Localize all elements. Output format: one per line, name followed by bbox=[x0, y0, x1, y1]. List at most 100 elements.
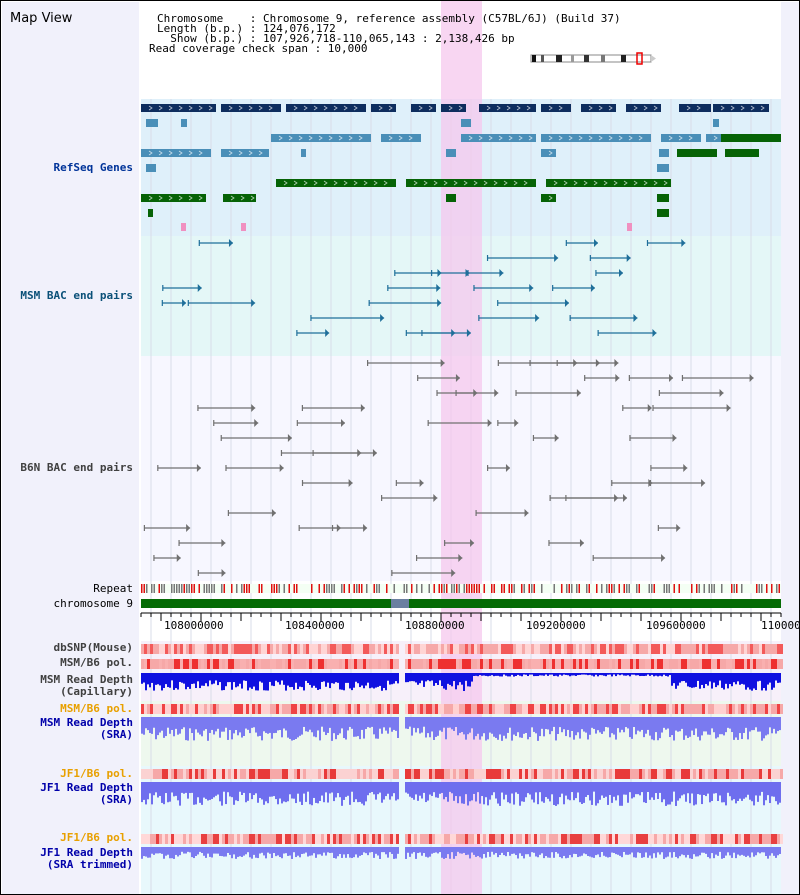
bac-end-marker bbox=[499, 269, 504, 277]
pol-cell bbox=[321, 659, 324, 669]
depth-bar bbox=[175, 673, 177, 689]
depth-bar bbox=[145, 847, 147, 857]
repeat-element bbox=[438, 584, 440, 593]
pol-cell bbox=[210, 769, 213, 779]
depth-bar bbox=[233, 717, 235, 734]
depth-bar bbox=[389, 782, 391, 800]
track-label-msm-depth-sra[interactable]: MSM Read Depth (SRA) bbox=[40, 716, 133, 741]
track-label-refseq[interactable]: RefSeq Genes bbox=[53, 161, 133, 174]
pol-cell bbox=[771, 659, 774, 669]
pol-cell bbox=[543, 659, 546, 669]
track-label-dbsnp[interactable]: dbSNP(Mouse) bbox=[53, 641, 133, 654]
depth-bar bbox=[193, 717, 195, 741]
depth-bar bbox=[519, 717, 521, 738]
depth-bar bbox=[687, 782, 689, 794]
pol-cell bbox=[609, 659, 612, 669]
depth-bar bbox=[597, 782, 599, 804]
depth-bar bbox=[713, 717, 715, 733]
gene-strand-arrow bbox=[313, 180, 318, 186]
depth-bar bbox=[661, 717, 663, 733]
depth-bar bbox=[767, 673, 769, 685]
track-label-msm-bac[interactable]: MSM BAC end pairs bbox=[20, 289, 133, 302]
ideogram-marker bbox=[636, 52, 643, 65]
depth-bar bbox=[447, 717, 449, 728]
pol-cell bbox=[474, 834, 477, 844]
track-label-jf1-b6-pol-2[interactable]: JF1/B6 pol. bbox=[60, 831, 133, 844]
depth-bar bbox=[271, 673, 273, 686]
pol-cell bbox=[648, 704, 651, 714]
pol-cell bbox=[507, 834, 510, 844]
pol-cell bbox=[282, 834, 285, 844]
track-label-b6n-bac[interactable]: B6N BAC end pairs bbox=[20, 461, 133, 474]
depth-bar bbox=[459, 847, 461, 854]
bac-end-marker bbox=[726, 404, 731, 412]
depth-bar bbox=[467, 717, 469, 735]
depth-bar bbox=[461, 782, 463, 804]
track-label-msm-b6-pol-2[interactable]: MSM/B6 pol. bbox=[60, 702, 133, 715]
depth-bar bbox=[419, 847, 421, 853]
pol-cell bbox=[546, 704, 549, 714]
depth-bar bbox=[717, 847, 719, 856]
pol-cell bbox=[765, 704, 768, 714]
pol-cell bbox=[498, 834, 501, 844]
depth-bar bbox=[717, 673, 719, 686]
pol-cell bbox=[474, 644, 477, 654]
depth-bar bbox=[231, 717, 233, 740]
gene-feature bbox=[626, 104, 661, 112]
depth-bar bbox=[325, 782, 327, 793]
depth-bar bbox=[587, 782, 589, 796]
gene-strand-arrow bbox=[588, 135, 593, 141]
pol-cell bbox=[495, 769, 498, 779]
pol-cell bbox=[381, 769, 384, 779]
depth-bar bbox=[699, 847, 701, 856]
depth-bar bbox=[201, 717, 203, 737]
pol-cell bbox=[738, 659, 741, 669]
gene-strand-arrow bbox=[323, 105, 328, 111]
pol-cell bbox=[189, 769, 192, 779]
depth-bar bbox=[437, 717, 439, 736]
depth-bar bbox=[405, 673, 407, 683]
depth-bar bbox=[661, 782, 663, 803]
track-label-jf1-depth-sra[interactable]: JF1 Read Depth (SRA) bbox=[40, 781, 133, 806]
pol-cell bbox=[765, 834, 768, 844]
depth-bar bbox=[553, 717, 555, 727]
depth-bar bbox=[375, 673, 377, 688]
pol-cell bbox=[162, 704, 165, 714]
repeat-element bbox=[756, 584, 758, 593]
depth-bar bbox=[519, 782, 521, 806]
depth-bar bbox=[607, 782, 609, 805]
pol-cell bbox=[219, 834, 222, 844]
pol-cell bbox=[393, 659, 396, 669]
track-label-chromosome[interactable]: chromosome 9 bbox=[53, 597, 133, 610]
pol-cell bbox=[390, 644, 393, 654]
pol-cell bbox=[501, 704, 504, 714]
depth-bar bbox=[769, 847, 771, 856]
track-label-msm-depth-capillary[interactable]: MSM Read Depth (Capillary) bbox=[40, 673, 133, 698]
pol-cell bbox=[690, 659, 693, 669]
depth-bar bbox=[533, 673, 535, 677]
depth-bar bbox=[179, 673, 181, 682]
pol-cell bbox=[372, 644, 375, 654]
chromosome-gap bbox=[391, 599, 409, 608]
gene-feature bbox=[141, 104, 216, 112]
pol-cell bbox=[447, 659, 450, 669]
track-label-msm-b6-pol[interactable]: MSM/B6 pol. bbox=[60, 656, 133, 669]
pol-cell bbox=[429, 644, 432, 654]
pol-cell bbox=[654, 644, 657, 654]
depth-bar bbox=[567, 847, 569, 858]
pol-cell bbox=[387, 769, 390, 779]
track-label-jf1-b6-pol[interactable]: JF1/B6 pol. bbox=[60, 767, 133, 780]
pol-cell bbox=[426, 644, 429, 654]
pol-cell bbox=[702, 659, 705, 669]
track-label-repeat[interactable]: Repeat bbox=[93, 582, 133, 595]
depth-bar bbox=[523, 847, 525, 859]
depth-bar bbox=[267, 782, 269, 804]
pol-cell bbox=[333, 644, 336, 654]
pol-cell bbox=[408, 769, 411, 779]
depth-bar bbox=[243, 673, 245, 681]
pol-cell bbox=[171, 644, 174, 654]
pol-cell bbox=[426, 704, 429, 714]
depth-bar bbox=[175, 847, 177, 855]
track-label-jf1-depth-trimmed[interactable]: JF1 Read Depth (SRA trimmed) bbox=[40, 846, 133, 871]
